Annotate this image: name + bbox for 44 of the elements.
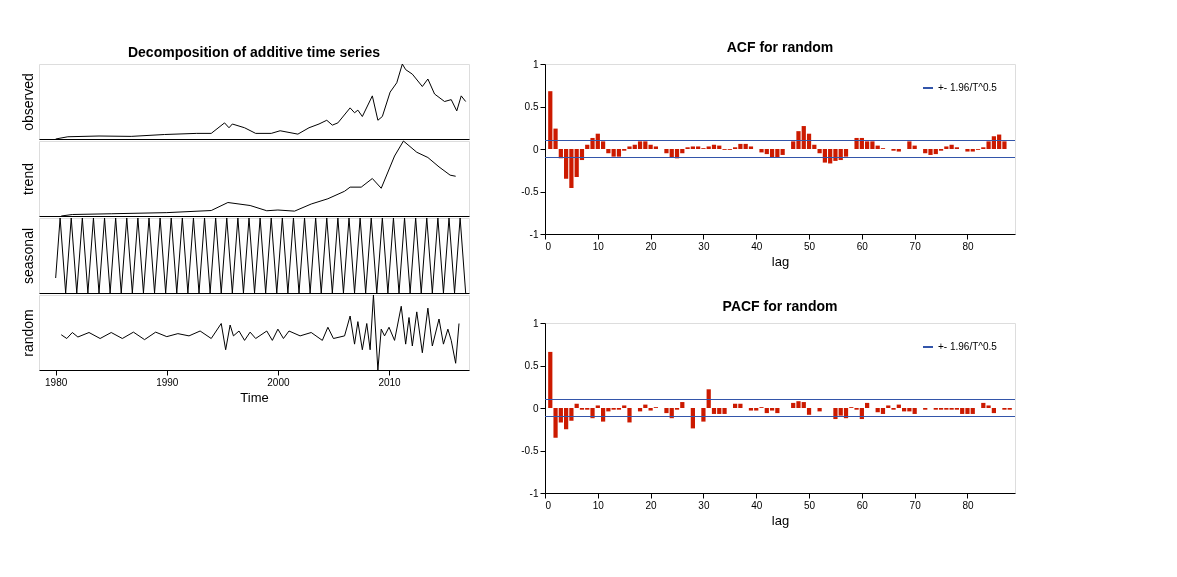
x-tick-label: 1980: [45, 376, 68, 388]
y-tick-label: 0.5: [524, 360, 539, 371]
x-axis-title: Time: [240, 389, 269, 405]
x-tick-label: 0: [545, 499, 552, 511]
x-tick-label: 1990: [156, 376, 179, 388]
x-tick-label: 40: [751, 499, 763, 511]
chart-title: PACF for random: [722, 298, 838, 314]
y-tick-label: 1: [532, 58, 539, 70]
x-tick-label: 30: [698, 240, 710, 252]
x-tick-label: 60: [856, 499, 869, 511]
x-tick-label: 10: [592, 240, 605, 252]
y-tick-label: 0: [532, 402, 539, 414]
legend-label: +- 1.96/T^0.5: [938, 82, 998, 93]
x-tick-label: 70: [909, 240, 922, 252]
x-tick-label: 30: [698, 499, 710, 511]
x-tick-label: 60: [856, 240, 869, 252]
x-tick-label: 0: [545, 240, 552, 252]
legend-label: +- 1.96/T^0.5: [938, 341, 998, 352]
y-axis-title: random: [19, 309, 36, 357]
chart-title: Decomposition of additive time series: [127, 43, 381, 60]
x-axis-title: lag: [771, 253, 790, 269]
x-tick-label: 50: [803, 240, 816, 252]
y-tick-label: -0.5: [521, 186, 539, 197]
x-tick-label: 20: [645, 240, 658, 252]
y-axis-title: seasonal: [19, 227, 36, 285]
x-tick-label: 80: [962, 499, 974, 511]
y-tick-label: 1: [532, 317, 539, 329]
y-axis-title: observed: [19, 73, 36, 131]
y-axis-title: trend: [19, 163, 36, 195]
x-tick-label: 50: [803, 499, 816, 511]
y-tick-label: 0: [532, 143, 539, 155]
x-tick-label: 2000: [267, 376, 290, 388]
x-tick-label: 20: [645, 499, 658, 511]
x-tick-label: 2010: [378, 376, 402, 388]
x-axis-title: lag: [771, 512, 790, 528]
y-tick-label: -0.5: [521, 445, 539, 456]
y-tick-label: -1: [529, 228, 539, 240]
chart-title: ACF for random: [726, 39, 834, 55]
x-tick-label: 70: [909, 499, 922, 511]
x-tick-label: 40: [751, 240, 763, 252]
x-tick-label: 10: [592, 499, 605, 511]
y-tick-label: 0.5: [524, 101, 539, 112]
y-tick-label: -1: [529, 487, 539, 499]
x-tick-label: 80: [962, 240, 974, 252]
